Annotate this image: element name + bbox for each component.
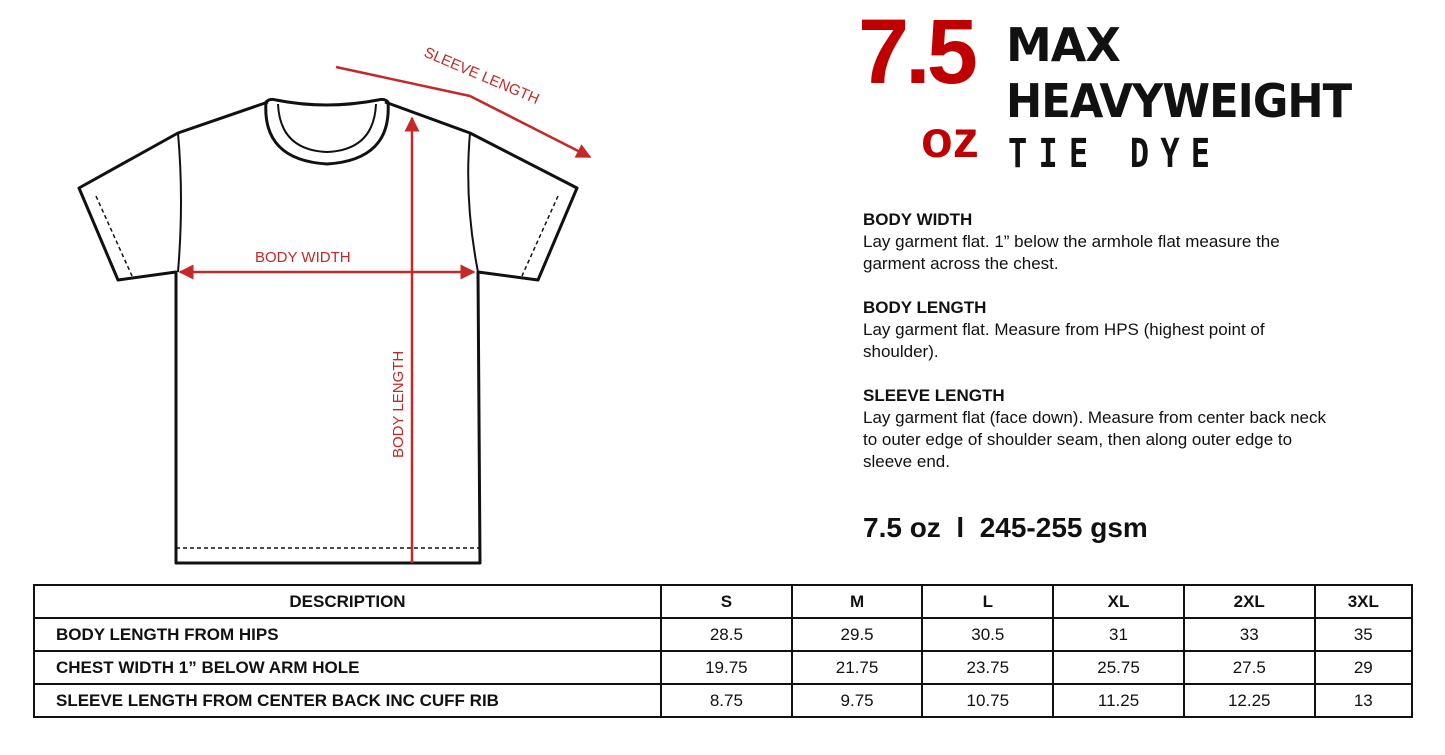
logo-line-tie-dye: TIE DYE <box>1008 131 1222 177</box>
cell: 19.75 <box>660 650 793 685</box>
cell: 28.5 <box>660 617 793 652</box>
table-row: CHEST WIDTH 1” BELOW ARM HOLE 19.75 21.7… <box>33 650 1414 685</box>
row-description: CHEST WIDTH 1” BELOW ARM HOLE <box>33 650 662 685</box>
cell: 33 <box>1182 617 1316 652</box>
instruction-text: Lay garment flat (face down). Measure fr… <box>863 408 1326 471</box>
size-table: DESCRIPTION S M L XL 2XL 3XL BODY LENGTH… <box>33 584 1414 718</box>
row-description: BODY LENGTH FROM HIPS <box>33 617 662 652</box>
instruction-title: SLEEVE LENGTH <box>863 386 1005 405</box>
cell: 9.75 <box>790 683 924 718</box>
row-description: SLEEVE LENGTH FROM CENTER BACK INC CUFF … <box>33 683 662 718</box>
header-cell: XL <box>1052 584 1185 619</box>
logo-line-max: MAX <box>1006 18 1121 72</box>
instruction-body-width: BODY WIDTH Lay garment flat. 1” below th… <box>863 209 1343 275</box>
instruction-text: Lay garment flat. Measure from HPS (high… <box>863 320 1265 361</box>
logo-weight-number: 7.5 <box>858 1 978 103</box>
header-cell: S <box>660 584 793 619</box>
table-row: BODY LENGTH FROM HIPS 28.5 29.5 30.5 31 … <box>33 617 1414 652</box>
cell: 30.5 <box>921 617 1055 652</box>
table-header-row: DESCRIPTION S M L XL 2XL 3XL <box>33 584 1414 619</box>
cell: 35 <box>1313 617 1414 652</box>
header-cell: L <box>921 584 1055 619</box>
cell: 13 <box>1313 683 1414 718</box>
header-cell: M <box>790 584 924 619</box>
cell: 23.75 <box>921 650 1055 685</box>
instruction-sleeve-length: SLEEVE LENGTH Lay garment flat (face dow… <box>863 385 1343 473</box>
cell: 11.25 <box>1052 683 1185 718</box>
header-cell: 2XL <box>1182 584 1316 619</box>
sleeve-length-arrow <box>335 65 590 157</box>
tshirt-measurement-diagram: SLEEVE LENGTH BODY WIDTH BODY LENGTH <box>77 44 620 565</box>
tshirt-outline <box>77 97 579 565</box>
header-cell: 3XL <box>1313 584 1414 619</box>
cell: 29 <box>1313 650 1414 685</box>
cell: 8.75 <box>660 683 793 718</box>
cell: 27.5 <box>1182 650 1316 685</box>
cell: 21.75 <box>790 650 924 685</box>
logo-weight-unit: oz <box>921 111 979 169</box>
instruction-title: BODY LENGTH <box>863 298 987 317</box>
body-width-label: BODY WIDTH <box>255 249 351 266</box>
instruction-body-length: BODY LENGTH Lay garment flat. Measure fr… <box>863 297 1343 363</box>
cell: 31 <box>1052 617 1185 652</box>
instruction-text: Lay garment flat. 1” below the armhole f… <box>863 232 1280 273</box>
body-length-label: BODY LENGTH <box>390 351 407 458</box>
logo-line-heavyweight: HEAVYWEIGHT <box>1006 74 1352 128</box>
sleeve-length-label: SLEEVE LENGTH <box>421 44 541 108</box>
table-row: SLEEVE LENGTH FROM CENTER BACK INC CUFF … <box>33 683 1414 718</box>
cell: 10.75 <box>921 683 1055 718</box>
cell: 25.75 <box>1052 650 1185 685</box>
cell: 29.5 <box>790 617 924 652</box>
cell: 12.25 <box>1182 683 1316 718</box>
header-cell: DESCRIPTION <box>33 584 662 619</box>
instruction-title: BODY WIDTH <box>863 210 973 229</box>
fabric-weight: 7.5 oz l 245-255 gsm <box>863 512 1148 543</box>
